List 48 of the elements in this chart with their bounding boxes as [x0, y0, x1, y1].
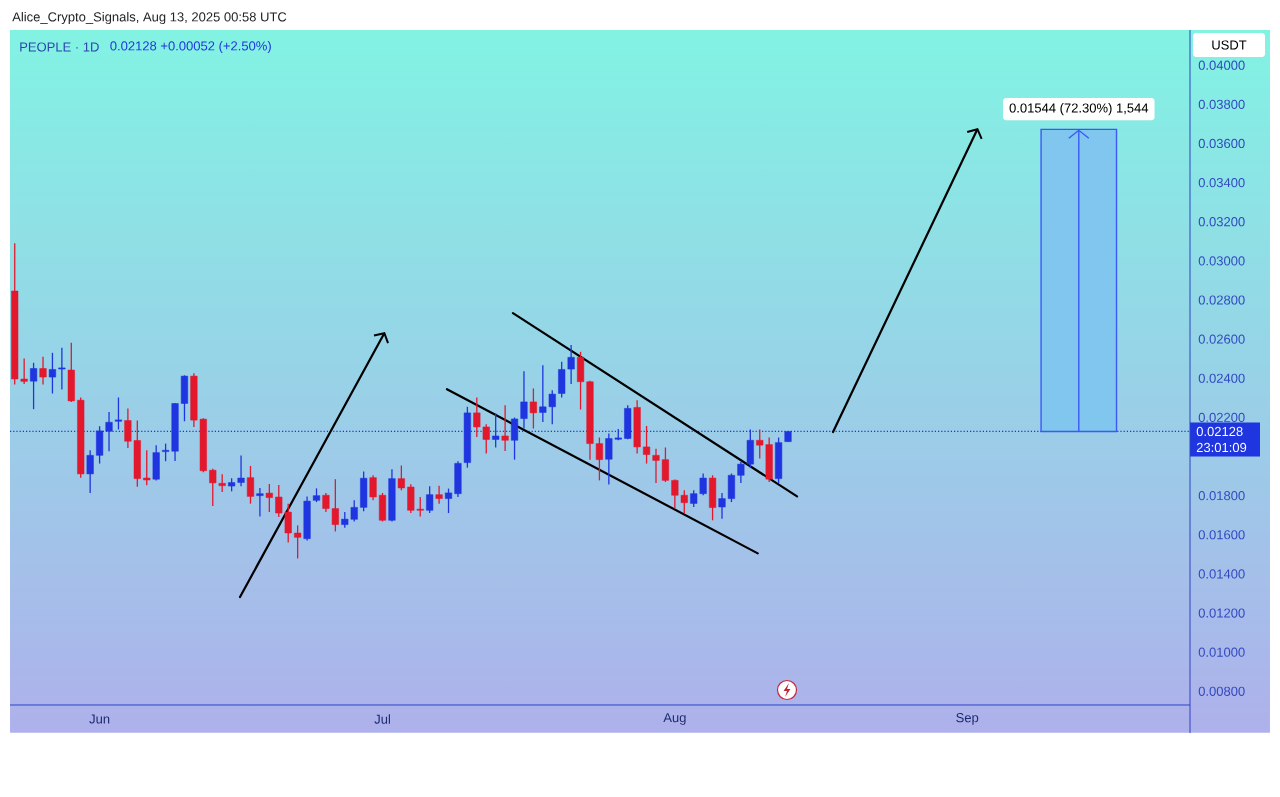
text: Alice_Crypto_Signals, Aug 13, 2025 00:58 UTC [12, 11, 287, 25]
y-tick-label: 0.04000 [1198, 60, 1245, 70]
candlestick [48, 352, 56, 395]
candlestick [58, 347, 66, 391]
candlestick [86, 449, 94, 494]
x-tick-label: Aug [663, 713, 686, 725]
text: 23:01:09 [1196, 442, 1247, 453]
y-tick-label: 0.01400 [1198, 569, 1245, 579]
candlestick [246, 465, 255, 505]
annotation: 0.01544 (72.30%) 1,544 [1009, 103, 1149, 116]
x-tick-label: Jun [89, 714, 110, 724]
y-tick-label: 0.02800 [1198, 295, 1245, 305]
y-tick-label: 0.01800 [1198, 491, 1245, 501]
candlestick [397, 464, 405, 492]
y-tick-label: 0.03200 [1198, 217, 1245, 227]
candlestick [492, 412, 500, 449]
candlestick [426, 485, 434, 514]
ref-line-label: 0.02128 [1196, 426, 1243, 437]
y-tick-label: 0.01000 [1198, 647, 1245, 657]
candlestick [256, 487, 264, 518]
y-tick-label: 0.02200 [1198, 412, 1245, 422]
candlestick [143, 449, 151, 486]
y-tick-label: 0.03000 [1198, 256, 1245, 266]
y-tick-label: 0.03800 [1198, 99, 1245, 109]
candlestick [643, 425, 651, 465]
candlestick [510, 416, 519, 461]
candlestick [501, 404, 509, 452]
x-tick-label: Sep [956, 713, 979, 725]
x-tick-label: Jul [374, 714, 390, 724]
text: PEOPLE · 1D [20, 42, 99, 52]
y-tick-label: 0.01600 [1198, 530, 1245, 540]
y-tick-label: 0.02400 [1198, 373, 1245, 383]
y-tick-label: 0.01200 [1198, 608, 1245, 618]
y-tick-label: 0.02600 [1198, 334, 1245, 344]
candlestick [265, 483, 273, 513]
y-axis-title: USDT [1212, 40, 1247, 50]
candlestick [30, 362, 38, 410]
candlestick [520, 370, 528, 430]
candlestick [369, 474, 377, 501]
candlestick [529, 387, 537, 430]
candlestick [435, 485, 443, 505]
candlestick [444, 487, 453, 514]
text: 0.02128 +0.00052 (+2.50%) [110, 40, 271, 54]
y-tick-label: 0.03400 [1198, 177, 1245, 188]
candlestick [39, 356, 47, 386]
candlestick [294, 524, 302, 560]
y-tick-label: 0.00800 [1198, 686, 1245, 696]
y-tick-label: 0.03600 [1198, 138, 1245, 149]
